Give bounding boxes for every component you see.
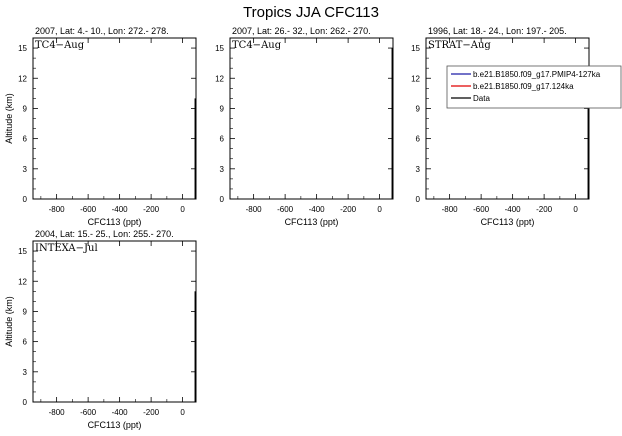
y-tick-label: 0 bbox=[23, 195, 28, 204]
x-tick-label: -800 bbox=[49, 408, 66, 417]
y-tick-label: 15 bbox=[411, 44, 420, 53]
y-tick-label: 15 bbox=[18, 44, 27, 53]
y-tick-label: 15 bbox=[215, 44, 224, 53]
plot-frame bbox=[425, 37, 590, 200]
legend-entry-label: Data bbox=[473, 94, 490, 103]
plot-frame bbox=[229, 37, 394, 200]
y-tick-label: 12 bbox=[215, 74, 224, 83]
panel-3: 1996, Lat: 18.- 24., Lon: 197.- 205. STRA… bbox=[411, 26, 590, 227]
y-tick-label: 0 bbox=[220, 195, 225, 204]
y-tick-label: 0 bbox=[416, 195, 421, 204]
campaign-label: TC4−Aug bbox=[232, 40, 282, 51]
panel-header: 2004, Lat: 15.- 25., Lon: 255.- 270. bbox=[35, 229, 174, 239]
x-tick-label: -200 bbox=[143, 205, 160, 214]
x-tick-label: -200 bbox=[143, 408, 160, 417]
y-axis-label: Altitude (km) bbox=[4, 296, 14, 347]
x-tick-label: -600 bbox=[473, 205, 490, 214]
y-tick-label: 6 bbox=[220, 135, 225, 144]
y-tick-label: 12 bbox=[411, 74, 420, 83]
x-axis-label: CFC113 (ppt) bbox=[88, 217, 142, 227]
panel-1: 2007, Lat: 4.- 10., Lon: 272.- 278. TC4−A… bbox=[4, 26, 197, 227]
x-tick-label: -400 bbox=[112, 205, 129, 214]
x-tick-label: 0 bbox=[180, 205, 185, 214]
panel-header: 2007, Lat: 26.- 32., Lon: 262.- 270. bbox=[232, 26, 371, 36]
panel-4: 2004, Lat: 15.- 25., Lon: 255.- 270. INTE… bbox=[4, 229, 197, 430]
plot-frame bbox=[32, 37, 197, 200]
figure-title: Tropics JJA CFC113 bbox=[243, 4, 379, 21]
legend-entry-label: b.e21.B1850.f09_g17.PMIP4-127ka bbox=[473, 70, 601, 79]
x-axis-label: CFC113 (ppt) bbox=[481, 217, 535, 227]
x-tick-label: -800 bbox=[49, 205, 66, 214]
x-tick-label: 0 bbox=[573, 205, 578, 214]
y-tick-label: 12 bbox=[18, 74, 27, 83]
panels: 2007, Lat: 4.- 10., Lon: 272.- 278. TC4−A… bbox=[4, 26, 590, 430]
x-axis-label: CFC113 (ppt) bbox=[88, 420, 142, 430]
panel-header: 2007, Lat: 4.- 10., Lon: 272.- 278. bbox=[35, 26, 169, 36]
y-tick-label: 3 bbox=[23, 165, 28, 174]
x-tick-label: -200 bbox=[536, 205, 553, 214]
x-tick-label: -400 bbox=[112, 408, 129, 417]
legend-box bbox=[446, 65, 622, 109]
x-tick-label: -200 bbox=[340, 205, 357, 214]
panel-2: 2007, Lat: 26.- 32., Lon: 262.- 270. TC4−… bbox=[215, 26, 394, 227]
y-tick-label: 3 bbox=[23, 368, 28, 377]
panel-header: 1996, Lat: 18.- 24., Lon: 197.- 205. bbox=[428, 26, 567, 36]
campaign-label: TC4−Aug bbox=[35, 40, 85, 51]
legend-entry-label: b.e21.B1850.f09_g17.124ka bbox=[473, 82, 574, 91]
y-tick-label: 0 bbox=[23, 398, 28, 407]
x-tick-label: -800 bbox=[246, 205, 263, 214]
x-tick-label: 0 bbox=[180, 408, 185, 417]
y-tick-label: 6 bbox=[23, 338, 28, 347]
y-axis-label: Altitude (km) bbox=[4, 93, 14, 144]
x-tick-label: -400 bbox=[309, 205, 326, 214]
x-tick-label: -800 bbox=[442, 205, 459, 214]
y-tick-label: 3 bbox=[220, 165, 225, 174]
y-tick-label: 12 bbox=[18, 277, 27, 286]
y-tick-label: 3 bbox=[416, 165, 421, 174]
x-axis-label: CFC113 (ppt) bbox=[285, 217, 339, 227]
campaign-label: STRAT−Aug bbox=[428, 40, 491, 51]
y-tick-label: 6 bbox=[416, 135, 421, 144]
y-tick-label: 9 bbox=[416, 104, 421, 113]
y-tick-label: 15 bbox=[18, 247, 27, 256]
y-tick-label: 6 bbox=[23, 135, 28, 144]
x-tick-label: -600 bbox=[80, 408, 97, 417]
x-tick-label: -400 bbox=[505, 205, 522, 214]
x-tick-label: -600 bbox=[277, 205, 294, 214]
x-tick-label: -600 bbox=[80, 205, 97, 214]
x-tick-label: 0 bbox=[377, 205, 382, 214]
y-tick-label: 9 bbox=[23, 104, 28, 113]
y-tick-label: 9 bbox=[220, 104, 225, 113]
plot-frame bbox=[32, 240, 197, 403]
y-tick-label: 9 bbox=[23, 307, 28, 316]
campaign-label: INTEXA−Jul bbox=[35, 243, 98, 254]
legend: b.e21.B1850.f09_g17.PMIP4-127ka b.e21.B18… bbox=[446, 65, 622, 109]
